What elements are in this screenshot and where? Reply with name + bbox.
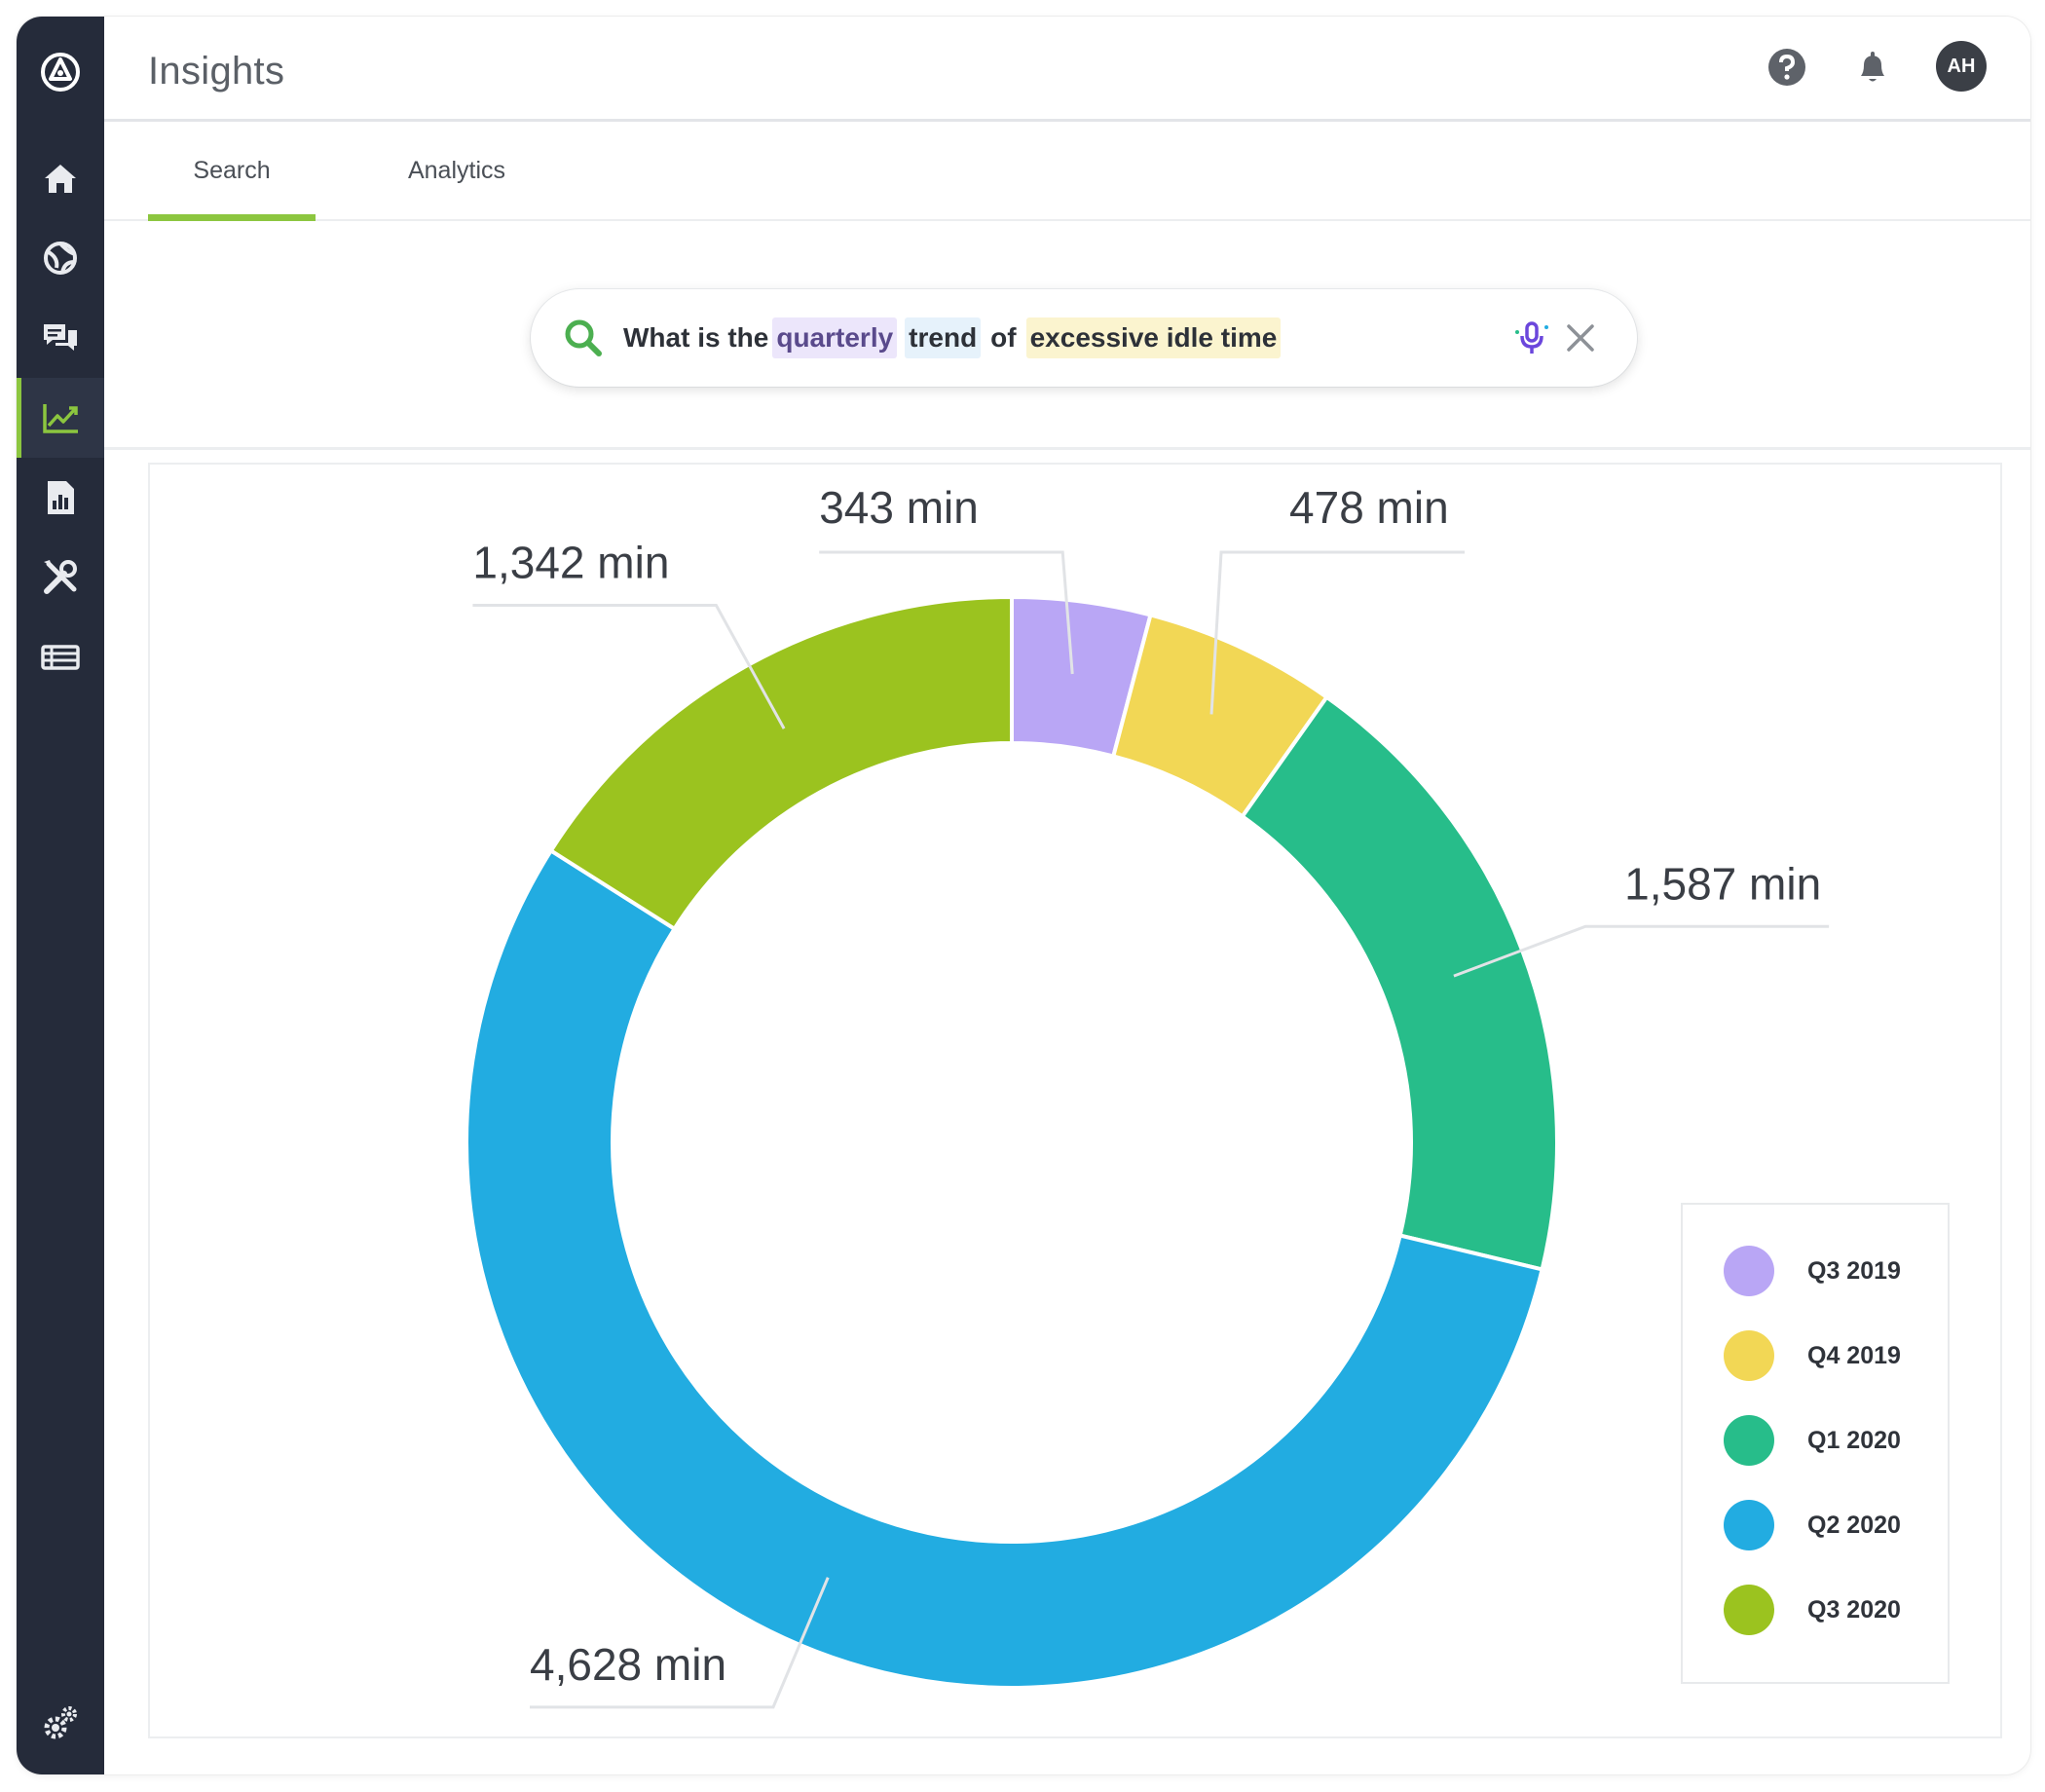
query-token-measure: excessive idle time [1025, 317, 1282, 358]
search-bar[interactable]: What is the quarterly trend of excessive… [531, 289, 1637, 387]
app-window: Insights AH Search Analytics [17, 17, 2030, 1774]
logo-icon [41, 53, 80, 92]
legend-swatch [1724, 1246, 1774, 1296]
legend-label: Q4 2019 [1807, 1341, 1901, 1369]
legend-item[interactable]: Q3 2020 [1724, 1583, 1901, 1637]
search-icon [565, 319, 602, 356]
donut-slice-q3-2020[interactable] [548, 594, 1014, 932]
chat-icon [44, 324, 77, 351]
help-button[interactable] [1766, 46, 1808, 89]
label-leader-line [472, 604, 786, 729]
tools-icon [44, 560, 77, 594]
query-token-dimension: quarterly [772, 317, 898, 358]
chart-legend: Q3 2019 Q4 2019 Q1 2020 Q2 2020 Q3 2020 [1681, 1203, 1950, 1684]
legend-item[interactable]: Q3 2019 [1724, 1244, 1901, 1298]
label-leader-line [1453, 924, 1830, 978]
query-token: What is the [623, 322, 769, 353]
page-title: Insights [148, 50, 285, 93]
slice-value-label: 1,342 min [472, 538, 669, 588]
sidebar-item-list[interactable] [17, 617, 104, 697]
sidebar-settings[interactable] [17, 1684, 104, 1764]
slice-value-label: 4,628 min [530, 1639, 726, 1690]
sidebar-item-reports[interactable] [17, 458, 104, 538]
home-icon [45, 165, 76, 193]
bell-icon [1861, 52, 1884, 82]
trend-chart-icon [43, 404, 78, 433]
legend-swatch [1724, 1415, 1774, 1466]
settings-icon [44, 1706, 77, 1739]
legend-label: Q2 2020 [1807, 1511, 1901, 1539]
close-icon[interactable] [1561, 318, 1600, 357]
label-leader-line [1209, 550, 1466, 715]
legend-swatch [1724, 1330, 1774, 1381]
microphone-icon[interactable] [1512, 318, 1551, 357]
query-token: of [990, 322, 1017, 353]
chart-card: 343 min 478 min 1,587 min 4,628 min 1,342 mi… [148, 463, 2002, 1738]
donut-chart: 343 min 478 min 1,587 min 4,628 min 1,342 mi… [464, 482, 1830, 1709]
legend-label: Q1 2020 [1807, 1426, 1901, 1454]
legend-item[interactable]: Q2 2020 [1724, 1498, 1901, 1552]
legend-swatch [1724, 1500, 1774, 1550]
report-icon [48, 481, 74, 514]
list-icon [41, 645, 80, 670]
query-token-trend: trend [905, 317, 982, 358]
top-header: Insights AH [104, 17, 2030, 122]
sidebar [17, 17, 104, 1774]
legend-item[interactable]: Q4 2019 [1724, 1328, 1901, 1383]
slice-value-label: 478 min [1289, 482, 1449, 533]
slice-value-label: 343 min [819, 482, 979, 533]
donut-slice-q2-2020[interactable] [464, 847, 1545, 1691]
globe-icon [44, 242, 77, 275]
help-icon [1768, 49, 1805, 86]
donut-slice-q1-2020[interactable] [1240, 694, 1559, 1272]
sidebar-item-home[interactable] [17, 138, 104, 218]
legend-item[interactable]: Q1 2020 [1724, 1413, 1901, 1468]
tab-analytics[interactable]: Analytics [407, 156, 506, 184]
sidebar-item-insights[interactable] [17, 378, 104, 458]
legend-label: Q3 2020 [1807, 1595, 1901, 1624]
label-leader-line [530, 1577, 830, 1709]
avatar[interactable]: AH [1936, 41, 1987, 92]
slice-value-label: 1,587 min [1624, 858, 1821, 909]
search-query[interactable]: What is the quarterly trend of excessive… [623, 289, 1282, 387]
legend-swatch [1724, 1585, 1774, 1635]
sidebar-item-messages[interactable] [17, 298, 104, 378]
label-leader-line [819, 550, 1074, 675]
tab-search[interactable]: Search [148, 122, 316, 221]
sidebar-item-tools[interactable] [17, 538, 104, 617]
sidebar-item-globe[interactable] [17, 218, 104, 298]
notifications-button[interactable] [1851, 46, 1894, 89]
legend-label: Q3 2019 [1807, 1256, 1901, 1285]
tab-bar: Search Analytics [104, 122, 2030, 221]
search-section: What is the quarterly trend of excessive… [104, 221, 2030, 450]
